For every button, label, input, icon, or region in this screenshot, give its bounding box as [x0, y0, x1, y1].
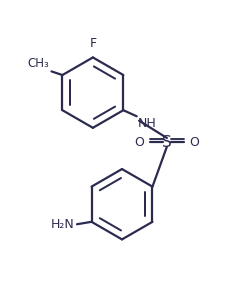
Text: O: O: [134, 136, 144, 149]
Text: F: F: [89, 37, 96, 50]
Text: O: O: [189, 136, 199, 149]
Text: H₂N: H₂N: [50, 218, 74, 231]
Text: NH: NH: [138, 117, 157, 131]
Text: CH₃: CH₃: [28, 57, 50, 70]
Text: S: S: [162, 135, 172, 150]
